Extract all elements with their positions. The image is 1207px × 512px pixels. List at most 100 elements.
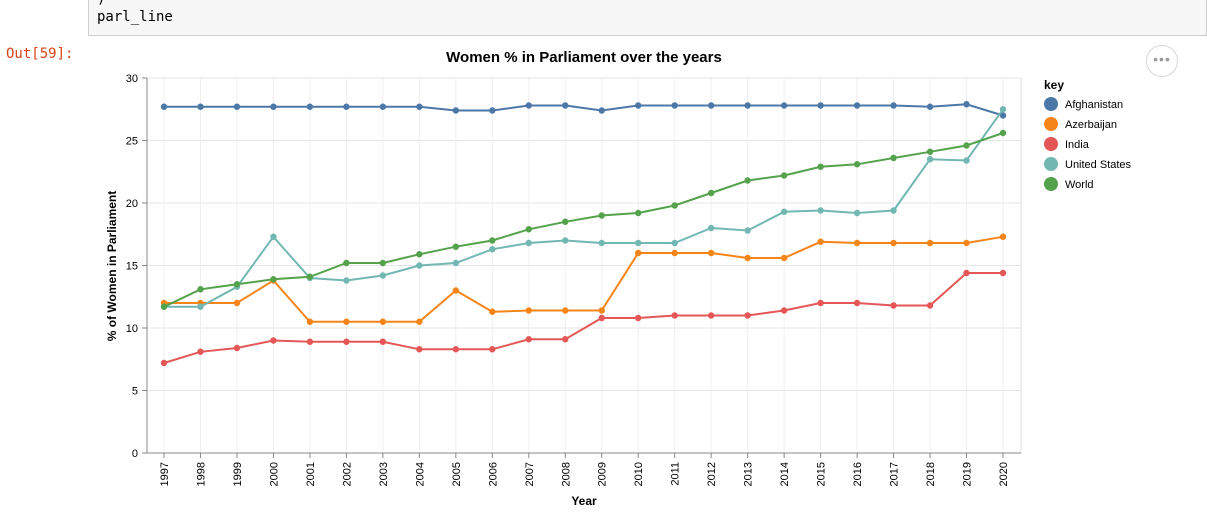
data-point-india[interactable]: [744, 312, 751, 319]
data-point-united-states[interactable]: [197, 303, 204, 310]
data-point-afghanistan[interactable]: [853, 102, 861, 109]
legend-item-united-states[interactable]: United States: [1044, 157, 1132, 171]
data-point-united-states[interactable]: [744, 227, 751, 234]
data-point-azerbaijan[interactable]: [853, 239, 861, 247]
data-point-united-states[interactable]: [635, 239, 642, 247]
data-point-india[interactable]: [635, 314, 642, 322]
data-point-azerbaijan[interactable]: [817, 238, 824, 245]
data-point-india[interactable]: [598, 314, 605, 322]
data-point-india[interactable]: [343, 338, 350, 345]
data-point-united-states[interactable]: [853, 209, 861, 217]
data-point-india[interactable]: [233, 344, 241, 352]
data-point-afghanistan[interactable]: [270, 103, 277, 110]
legend-item-azerbaijan[interactable]: Azerbaijan: [1044, 117, 1117, 131]
data-point-world[interactable]: [160, 303, 168, 310]
data-point-afghanistan[interactable]: [343, 103, 350, 110]
data-point-world[interactable]: [817, 163, 824, 170]
legend-item-afghanistan[interactable]: Afghanistan: [1044, 97, 1123, 111]
data-point-afghanistan[interactable]: [525, 102, 532, 109]
data-point-afghanistan[interactable]: [890, 102, 897, 109]
data-point-afghanistan[interactable]: [306, 103, 314, 110]
data-point-world[interactable]: [525, 226, 532, 233]
data-point-united-states[interactable]: [926, 156, 934, 163]
data-point-azerbaijan[interactable]: [233, 299, 241, 307]
data-point-world[interactable]: [853, 161, 861, 168]
data-point-united-states[interactable]: [525, 239, 532, 247]
data-point-azerbaijan[interactable]: [926, 239, 934, 247]
data-point-afghanistan[interactable]: [707, 102, 715, 109]
data-point-afghanistan[interactable]: [379, 103, 387, 110]
data-point-azerbaijan[interactable]: [635, 249, 642, 257]
data-point-india[interactable]: [452, 346, 460, 353]
data-point-afghanistan[interactable]: [999, 112, 1007, 119]
data-point-united-states[interactable]: [707, 224, 715, 232]
data-point-afghanistan[interactable]: [963, 101, 970, 108]
data-point-afghanistan[interactable]: [233, 103, 241, 110]
data-point-india[interactable]: [926, 302, 934, 309]
data-point-world[interactable]: [306, 273, 314, 280]
data-point-world[interactable]: [671, 202, 678, 209]
data-point-india[interactable]: [270, 337, 277, 344]
data-point-india[interactable]: [160, 359, 168, 367]
code-cell[interactable]: ) parl_line: [88, 0, 1207, 36]
data-point-afghanistan[interactable]: [452, 107, 460, 114]
data-point-world[interactable]: [562, 218, 569, 225]
data-point-world[interactable]: [707, 189, 715, 197]
data-point-india[interactable]: [525, 336, 532, 343]
data-point-united-states[interactable]: [452, 259, 460, 267]
data-point-azerbaijan[interactable]: [598, 307, 605, 314]
data-point-india[interactable]: [780, 307, 788, 314]
data-point-world[interactable]: [489, 237, 496, 244]
data-point-azerbaijan[interactable]: [963, 239, 970, 247]
data-point-azerbaijan[interactable]: [562, 307, 569, 314]
data-point-azerbaijan[interactable]: [306, 318, 314, 325]
data-point-world[interactable]: [197, 286, 204, 293]
data-point-azerbaijan[interactable]: [416, 318, 423, 325]
data-point-india[interactable]: [379, 338, 387, 345]
data-point-united-states[interactable]: [780, 208, 788, 215]
data-point-azerbaijan[interactable]: [890, 239, 897, 247]
data-point-world[interactable]: [343, 259, 350, 267]
data-point-united-states[interactable]: [890, 207, 897, 214]
data-point-afghanistan[interactable]: [780, 102, 788, 109]
data-point-india[interactable]: [999, 269, 1007, 277]
data-point-united-states[interactable]: [963, 157, 970, 164]
data-point-afghanistan[interactable]: [562, 102, 569, 109]
data-point-azerbaijan[interactable]: [744, 254, 751, 262]
data-point-world[interactable]: [379, 259, 387, 267]
data-point-india[interactable]: [306, 338, 314, 345]
data-point-afghanistan[interactable]: [197, 103, 204, 110]
data-point-world[interactable]: [963, 142, 970, 149]
data-point-united-states[interactable]: [999, 106, 1007, 113]
data-point-india[interactable]: [890, 302, 897, 309]
data-point-united-states[interactable]: [671, 239, 678, 247]
data-point-afghanistan[interactable]: [416, 103, 423, 110]
data-point-world[interactable]: [635, 209, 642, 217]
data-point-afghanistan[interactable]: [926, 103, 934, 110]
data-point-world[interactable]: [598, 212, 605, 219]
data-point-azerbaijan[interactable]: [671, 249, 678, 257]
data-point-afghanistan[interactable]: [635, 102, 642, 109]
data-point-afghanistan[interactable]: [160, 103, 168, 110]
data-point-afghanistan[interactable]: [744, 102, 751, 109]
data-point-azerbaijan[interactable]: [343, 318, 350, 325]
legend-item-world[interactable]: World: [1044, 177, 1094, 191]
data-point-india[interactable]: [707, 312, 715, 319]
data-point-azerbaijan[interactable]: [780, 254, 788, 262]
data-point-world[interactable]: [233, 281, 241, 288]
data-point-india[interactable]: [562, 336, 569, 343]
data-point-world[interactable]: [270, 276, 277, 283]
more-options-button[interactable]: •••: [1146, 45, 1178, 77]
data-point-world[interactable]: [926, 148, 934, 155]
data-point-india[interactable]: [489, 346, 496, 353]
data-point-world[interactable]: [744, 177, 751, 184]
data-point-india[interactable]: [817, 299, 824, 307]
data-point-afghanistan[interactable]: [671, 102, 678, 109]
data-point-united-states[interactable]: [416, 262, 423, 269]
data-point-world[interactable]: [452, 243, 460, 250]
data-point-world[interactable]: [416, 251, 423, 258]
data-point-india[interactable]: [853, 299, 861, 307]
data-point-india[interactable]: [963, 269, 970, 277]
data-point-azerbaijan[interactable]: [452, 287, 460, 294]
data-point-afghanistan[interactable]: [598, 107, 605, 114]
